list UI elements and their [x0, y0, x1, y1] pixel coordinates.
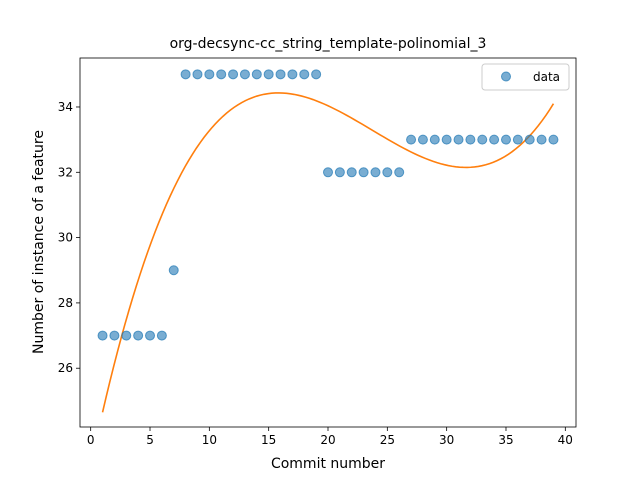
data-point: [512, 134, 523, 145]
x-tick-label: 5: [146, 433, 154, 447]
x-tick-label: 20: [320, 433, 335, 447]
polynomial-fit: [101, 92, 555, 413]
data-point: [216, 69, 227, 80]
x-tick-label: 25: [380, 433, 395, 447]
data-point: [145, 330, 156, 341]
plot-area-frame: [79, 57, 577, 428]
data-point: [109, 330, 120, 341]
data-point: [121, 330, 132, 341]
data-point: [133, 330, 144, 341]
data-point: [441, 134, 452, 145]
data-point: [358, 167, 369, 178]
data-point: [168, 265, 179, 276]
data-point: [548, 134, 559, 145]
data-point: [500, 134, 511, 145]
y-tick-label: 34: [58, 100, 73, 114]
x-tick-label: 30: [439, 433, 454, 447]
data-point: [536, 134, 547, 145]
data-point: [263, 69, 274, 80]
y-tick-label: 32: [58, 165, 73, 179]
x-tick-label: 15: [261, 433, 276, 447]
data-point: [453, 134, 464, 145]
data-point: [406, 134, 417, 145]
data-point: [417, 134, 428, 145]
data-point: [334, 167, 345, 178]
legend-marker: [501, 71, 511, 82]
data-point: [287, 69, 298, 80]
data-point: [477, 134, 488, 145]
y-tick-label: 30: [58, 231, 73, 245]
data-points: [97, 69, 559, 341]
data-point: [251, 69, 262, 80]
data-point: [275, 69, 286, 80]
data-point: [465, 134, 476, 145]
y-axis-label: Number of instance of a feature: [31, 130, 47, 354]
x-tick-label: 10: [202, 433, 217, 447]
data-point: [429, 134, 440, 145]
legend-label: data: [533, 70, 560, 84]
data-point: [394, 167, 405, 178]
fit-curve: [101, 92, 555, 413]
data-point: [370, 167, 381, 178]
data-point: [97, 330, 108, 341]
data-point: [228, 69, 239, 80]
data-point: [156, 330, 167, 341]
legend-box: [481, 63, 570, 91]
data-point: [299, 69, 310, 80]
x-axis: 0 5 10 15 20 25 30 35 40: [87, 427, 573, 447]
y-tick-label: 26: [58, 361, 73, 375]
data-point: [311, 69, 322, 80]
x-tick-label: 40: [558, 433, 573, 447]
data-point: [239, 69, 250, 80]
x-tick-label: 0: [87, 433, 95, 447]
x-tick-label: 35: [498, 433, 513, 447]
data-point: [204, 69, 215, 80]
data-point: [489, 134, 500, 145]
chart-title: org-decsync-cc_string_template-polinomia…: [170, 36, 487, 52]
y-tick-label: 28: [58, 296, 73, 310]
x-axis-label: Commit number: [271, 456, 385, 472]
y-axis: 26 28 30 32 34: [58, 100, 80, 375]
data-point: [382, 167, 393, 178]
data-point: [346, 167, 357, 178]
legend: data: [481, 63, 570, 91]
data-point: [192, 69, 203, 80]
data-point: [524, 134, 535, 145]
data-point: [323, 167, 333, 178]
data-point: [180, 69, 191, 80]
